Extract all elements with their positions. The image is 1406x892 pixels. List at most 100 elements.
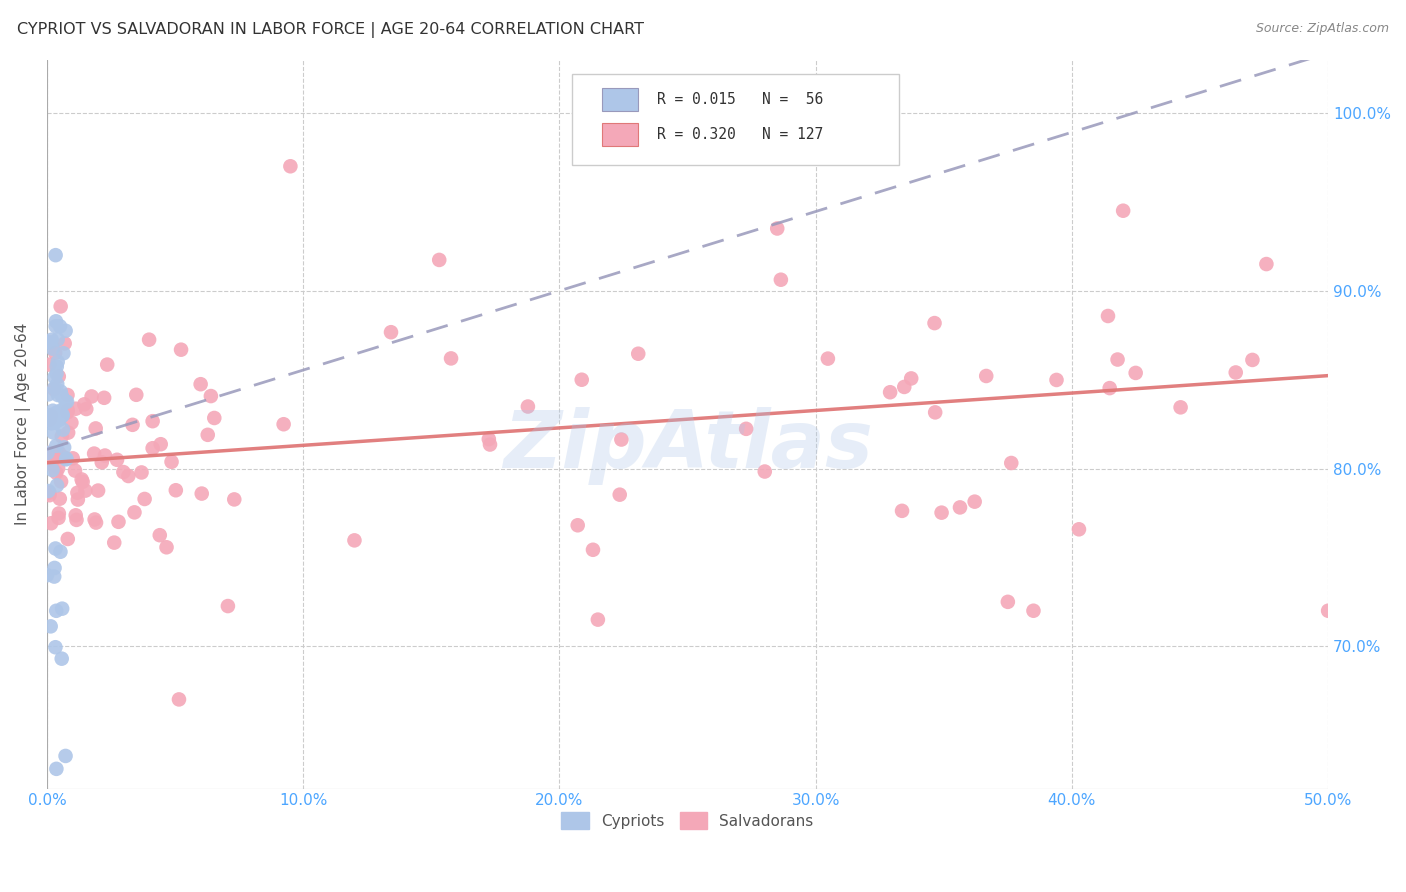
Point — [49, 319, 72, 334]
Text: R = 0.320   N = 127: R = 0.320 N = 127 — [657, 128, 823, 142]
FancyBboxPatch shape — [572, 74, 898, 165]
Point — [997, 595, 1019, 609]
Point — [45, 604, 67, 618]
Point — [51, 651, 73, 665]
Point — [48, 507, 70, 521]
Point — [38, 446, 60, 460]
Point — [149, 437, 172, 451]
Point — [65, 401, 87, 416]
Point — [1256, 257, 1278, 271]
Point — [51, 601, 73, 615]
Point — [766, 221, 789, 235]
Point — [63, 464, 86, 478]
Point — [131, 466, 153, 480]
Point — [610, 433, 633, 447]
Point — [45, 466, 67, 480]
Point — [45, 314, 67, 328]
Point — [380, 325, 402, 339]
Point — [38, 409, 60, 424]
Point — [125, 388, 148, 402]
Point — [56, 403, 79, 417]
Point — [817, 351, 839, 366]
Point — [38, 335, 60, 350]
Point — [155, 541, 177, 555]
Point — [1097, 309, 1119, 323]
Point — [38, 451, 60, 466]
Point — [46, 412, 69, 426]
Point — [1317, 604, 1340, 618]
Point — [90, 455, 112, 469]
Point — [51, 409, 73, 423]
Point — [44, 346, 66, 360]
Point — [142, 414, 165, 428]
Point — [1098, 381, 1121, 395]
Point — [1067, 522, 1090, 536]
Point — [44, 382, 66, 396]
Point — [48, 412, 70, 426]
Point — [66, 492, 89, 507]
Point — [53, 440, 76, 454]
Point — [41, 417, 63, 431]
Point — [53, 336, 76, 351]
Point — [55, 748, 77, 763]
Point — [46, 333, 69, 347]
Point — [38, 488, 60, 502]
Point — [38, 412, 60, 426]
Point — [105, 452, 128, 467]
Point — [224, 492, 246, 507]
Point — [112, 465, 135, 479]
Y-axis label: In Labor Force | Age 20-64: In Labor Force | Age 20-64 — [15, 323, 31, 525]
Point — [1112, 203, 1135, 218]
Point — [55, 394, 77, 409]
Point — [84, 421, 107, 435]
Point — [1022, 604, 1045, 618]
Point — [1225, 366, 1247, 380]
Point — [38, 358, 60, 372]
Point — [75, 402, 97, 417]
Point — [1045, 373, 1067, 387]
Point — [39, 409, 62, 423]
Point — [66, 485, 89, 500]
Point — [65, 513, 87, 527]
Point — [893, 380, 915, 394]
Point — [38, 457, 60, 471]
Point — [190, 486, 212, 500]
Point — [735, 422, 758, 436]
Point — [440, 351, 463, 366]
Point — [72, 475, 94, 489]
Point — [160, 455, 183, 469]
Point — [107, 515, 129, 529]
Point — [41, 333, 63, 347]
Point — [586, 613, 609, 627]
Text: Source: ZipAtlas.com: Source: ZipAtlas.com — [1256, 22, 1389, 36]
Point — [56, 425, 79, 440]
Point — [949, 500, 972, 515]
Point — [41, 463, 63, 477]
Point — [516, 400, 538, 414]
Point — [45, 439, 67, 453]
Point — [46, 376, 69, 391]
Point — [65, 508, 87, 523]
Point — [754, 465, 776, 479]
Point — [879, 385, 901, 400]
Point — [83, 446, 105, 460]
Point — [931, 506, 953, 520]
Point — [35, 568, 58, 582]
Point — [190, 377, 212, 392]
Point — [46, 405, 69, 419]
Point — [80, 389, 103, 403]
Point — [41, 456, 63, 470]
Point — [48, 412, 70, 426]
Point — [924, 316, 946, 330]
Point — [49, 491, 72, 506]
Legend: Cypriots, Salvadorans: Cypriots, Salvadorans — [555, 805, 820, 836]
Point — [197, 427, 219, 442]
Point — [44, 370, 66, 384]
Point — [46, 448, 69, 462]
Point — [427, 252, 450, 267]
Point — [167, 692, 190, 706]
Point — [1000, 456, 1022, 470]
Point — [217, 599, 239, 613]
Point — [39, 516, 62, 531]
Point — [94, 449, 117, 463]
